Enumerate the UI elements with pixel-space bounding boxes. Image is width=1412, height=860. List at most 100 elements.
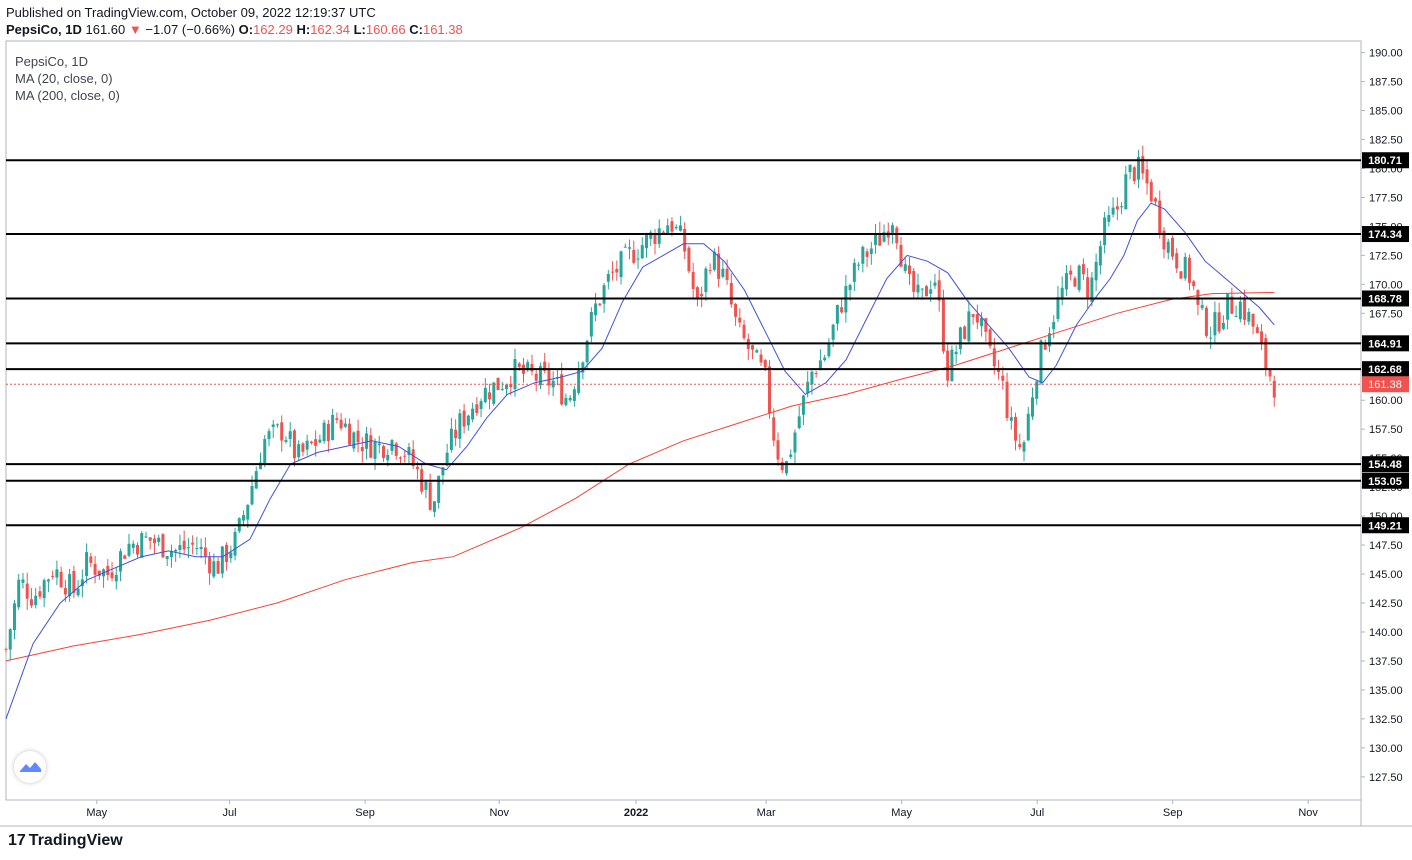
candle-body — [712, 251, 716, 270]
candle-body — [360, 446, 364, 452]
y-tick-label: 160.00 — [1369, 395, 1403, 407]
candle-body — [119, 551, 123, 572]
candle-body — [322, 422, 326, 442]
candle-body — [657, 228, 661, 244]
candle-body — [763, 360, 767, 368]
candle-body — [394, 443, 398, 456]
candle-body — [840, 307, 844, 313]
candle-body — [1226, 293, 1230, 320]
candle-body — [1149, 182, 1153, 202]
candle-body — [530, 364, 534, 372]
candle-body — [280, 422, 284, 441]
candle-body — [988, 329, 992, 347]
level-label-bg — [1362, 335, 1409, 352]
candle-body — [513, 359, 517, 390]
candle-body — [1137, 156, 1141, 180]
tradingview-logo[interactable]: 17 TradingView — [8, 832, 123, 850]
candle-body — [1268, 369, 1272, 377]
candle-body — [916, 284, 920, 293]
y-tick-label: 187.50 — [1369, 77, 1403, 89]
candle-body — [755, 350, 759, 353]
candle-body — [1175, 253, 1179, 269]
candle-body — [1209, 337, 1213, 339]
candle-body — [801, 395, 805, 415]
y-tick-label: 140.00 — [1369, 627, 1403, 639]
y-tick-label: 170.00 — [1369, 279, 1403, 291]
candle-body — [793, 432, 797, 453]
candle-body — [695, 287, 699, 298]
candle-body — [212, 561, 216, 577]
candle-body — [772, 417, 776, 441]
candle-body — [899, 244, 903, 267]
y-tick-label: 182.50 — [1369, 134, 1403, 146]
candle-body — [903, 264, 907, 271]
candle-body — [941, 298, 945, 352]
candle-body — [246, 504, 250, 520]
candle-body — [471, 408, 475, 420]
candle-body — [1170, 237, 1174, 257]
candle-body — [369, 435, 373, 458]
symbol-label: PepsiCo, 1D — [6, 22, 82, 37]
candle-body — [72, 570, 76, 593]
candle-body — [1022, 442, 1026, 452]
candle-body — [505, 384, 509, 390]
candle-body — [581, 362, 585, 373]
candle-body — [1111, 207, 1115, 215]
x-tick-label: Sep — [1163, 807, 1183, 819]
open-value: 162.29 — [253, 22, 293, 37]
candle-body — [1086, 277, 1090, 298]
candle-body — [437, 475, 441, 503]
candle-body — [628, 247, 632, 249]
legend-ma200[interactable]: MA (200, close, 0) — [15, 88, 120, 103]
candle-body — [784, 461, 788, 474]
candle-body — [110, 572, 114, 579]
candle-body — [1128, 164, 1132, 173]
candle-body — [865, 251, 869, 257]
candle-body — [776, 440, 780, 460]
candle-body — [1145, 169, 1149, 184]
y-tick-label: 157.50 — [1369, 424, 1403, 436]
candle-body — [1141, 156, 1145, 174]
ma20-line — [5, 202, 1275, 720]
candle-body — [691, 272, 695, 289]
candle-body — [534, 373, 538, 381]
candle-body — [458, 413, 462, 439]
candle-body — [585, 340, 589, 363]
y-tick-label: 172.50 — [1369, 250, 1403, 262]
candle-body — [148, 537, 152, 541]
candle-body — [373, 441, 377, 459]
candle-body — [271, 424, 275, 428]
candle-body — [725, 268, 729, 280]
candle-body — [326, 423, 330, 442]
legend-symbol[interactable]: PepsiCo, 1D — [15, 54, 88, 69]
candle-body — [895, 227, 899, 244]
level-label: 162.68 — [1368, 364, 1402, 376]
candle-body — [1009, 417, 1013, 421]
candle-body — [131, 543, 135, 548]
candle-body — [538, 366, 542, 386]
candle-body — [577, 369, 581, 393]
y-tick-label: 167.50 — [1369, 308, 1403, 320]
candle-body — [891, 225, 895, 234]
candle-body — [386, 454, 390, 461]
candle-body — [1158, 200, 1162, 234]
last-price: 161.60 — [85, 22, 126, 37]
candle-body — [611, 271, 615, 273]
candle-body — [606, 274, 610, 282]
candle-body — [857, 264, 861, 266]
candle-body — [1247, 312, 1251, 322]
legend-ma20[interactable]: MA (20, close, 0) — [15, 71, 113, 86]
candle-body — [441, 467, 445, 476]
candle-body — [653, 234, 657, 244]
candle-body — [169, 550, 173, 558]
candle-body — [632, 249, 636, 263]
candle-body — [1098, 246, 1102, 266]
candle-body — [963, 326, 967, 339]
candle-body — [1217, 312, 1221, 332]
candle-body — [220, 546, 224, 574]
candle-body — [63, 587, 67, 595]
plot-frame — [5, 40, 1362, 801]
candle-body — [992, 348, 996, 367]
x-tick-label: Sep — [355, 807, 375, 819]
